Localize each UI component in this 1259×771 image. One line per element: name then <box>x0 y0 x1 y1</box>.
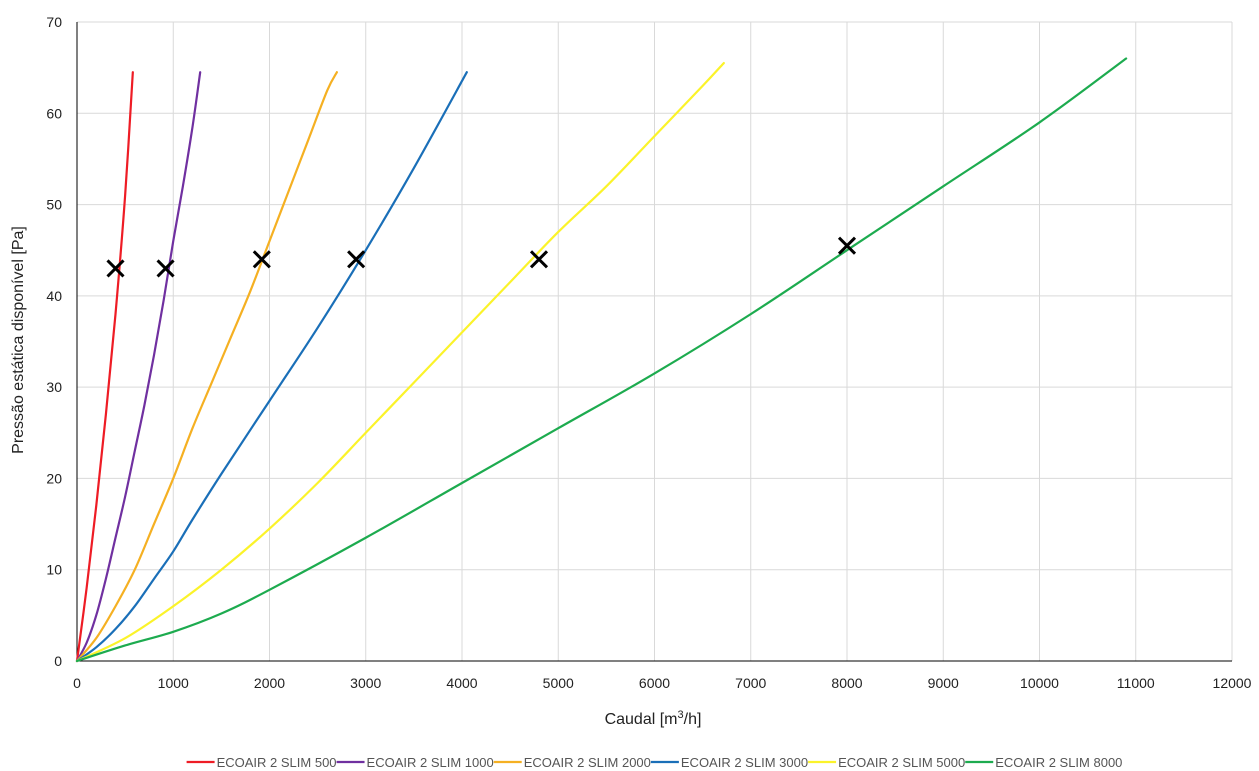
legend-item-6: ECOAIR 2 SLIM 8000 <box>965 755 1122 770</box>
x-tick-label: 9000 <box>928 675 959 691</box>
x-tick-label: 10000 <box>1020 675 1059 691</box>
operating-point-marker <box>837 236 857 255</box>
operating-point-marker <box>106 259 125 278</box>
series-line-5 <box>75 61 725 663</box>
legend-label: ECOAIR 2 SLIM 3000 <box>681 755 808 770</box>
x-tick-label: 4000 <box>446 675 477 691</box>
x-axis-title-superscript: 3 <box>678 709 684 721</box>
x-axis-title-suffix: /h] <box>684 711 702 728</box>
y-tick-label: 10 <box>46 562 62 578</box>
legend-item-3: ECOAIR 2 SLIM 2000 <box>493 755 651 770</box>
legend-label: ECOAIR 2 SLIM 8000 <box>995 755 1122 770</box>
legend-item-1: ECOAIR 2 SLIM 500 <box>186 755 337 770</box>
legend-item-2: ECOAIR 2 SLIM 1000 <box>336 755 494 770</box>
x-tick-label: 8000 <box>831 675 862 691</box>
series-line-2 <box>75 71 202 663</box>
operating-point-marker <box>347 250 366 269</box>
x-axis-title: Caudal [m3/h] <box>605 709 702 728</box>
legend-label: ECOAIR 2 SLIM 5000 <box>838 755 965 770</box>
x-tick-label: 6000 <box>639 675 670 691</box>
legend-label: ECOAIR 2 SLIM 1000 <box>367 755 494 770</box>
y-axis-title: Pressão estática disponível [Pa] <box>10 226 27 454</box>
y-tick-label: 0 <box>54 653 62 669</box>
operating-point-marker <box>252 250 271 269</box>
x-tick-label: 12000 <box>1213 675 1252 691</box>
x-tick-label: 3000 <box>350 675 381 691</box>
y-tick-label: 20 <box>46 470 62 486</box>
x-tick-labels: 0 1000 2000 3000 4000 5000 6000 7000 8000 9000 100… <box>73 675 1252 691</box>
y-tick-label: 30 <box>46 379 62 395</box>
x-tick-label: 11000 <box>1117 675 1155 691</box>
x-axis-title-prefix: Caudal [m <box>605 711 678 728</box>
x-tick-label: 0 <box>73 675 81 691</box>
legend-item-4: ECOAIR 2 SLIM 3000 <box>650 755 808 770</box>
series-line-4 <box>75 71 468 663</box>
series-line-1 <box>75 71 134 663</box>
operating-point-marker <box>529 250 549 269</box>
series-line-3 <box>75 71 338 663</box>
legend: ECOAIR 2 SLIM 500 ECOAIR 2 SLIM 1000 ECOAI… <box>186 755 1122 770</box>
x-tick-label: 1000 <box>158 675 189 691</box>
grid-lines <box>77 21 1233 661</box>
y-tick-labels: 0 10 20 30 40 50 60 70 <box>46 14 62 669</box>
x-tick-label: 5000 <box>543 675 574 691</box>
x-tick-label: 2000 <box>254 675 285 691</box>
axes <box>76 22 1232 662</box>
y-tick-label: 60 <box>46 105 62 121</box>
series-lines <box>75 57 1128 663</box>
legend-label: ECOAIR 2 SLIM 2000 <box>524 755 651 770</box>
y-tick-label: 40 <box>46 288 62 304</box>
operating-point-marker <box>156 259 175 278</box>
operating-point-markers <box>106 236 857 278</box>
legend-item-5: ECOAIR 2 SLIM 5000 <box>808 755 965 770</box>
y-tick-label: 50 <box>46 197 62 213</box>
y-tick-label: 70 <box>46 14 62 30</box>
x-tick-label: 7000 <box>735 675 766 691</box>
series-line-6 <box>75 57 1128 663</box>
legend-label: ECOAIR 2 SLIM 500 <box>217 755 337 770</box>
